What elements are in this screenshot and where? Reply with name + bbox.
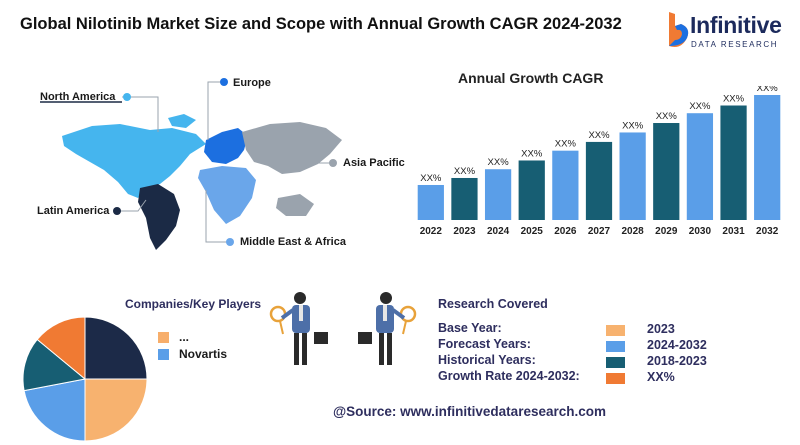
legend-swatch [158,348,169,360]
data-label-2032: XX% [757,86,779,94]
page-title: Global Nilotinib Market Size and Scope w… [20,15,622,33]
data-label-2028: XX% [622,120,644,131]
tick-label-2030: 2030 [689,226,712,237]
map-region-asia-pacific [242,122,342,174]
pie-slice-2 [23,378,86,441]
bar-2032 [754,95,781,220]
research-title: Research Covered [438,297,548,311]
data-label-2031: XX% [723,94,745,105]
legend-label: ... [179,330,190,344]
bar-2029 [653,123,680,220]
data-label-2029: XX% [656,111,678,122]
legend-label: Novartis [179,347,228,361]
tick-label-2029: 2029 [655,226,678,237]
research-value-base-year: 2023 [647,322,675,336]
companies-title: Companies/Key Players [125,297,262,311]
world-map [40,78,342,250]
pie-slice-1 [84,378,148,441]
data-label-2023: XX% [454,166,476,177]
businessman-icon [358,292,417,365]
bar-2023 [451,177,478,220]
pie-slice-3 [22,338,87,392]
data-label-2025: XX% [521,148,543,159]
bar-2022 [417,184,444,220]
logo-name: Infinitive [690,12,782,38]
research-value-forecast: 2024-2032 [647,338,707,352]
bar-2025 [518,160,545,220]
bar-2031 [720,105,747,220]
legend-swatch [158,331,169,343]
legend-item: Novartis [158,347,227,361]
companies-pie-chart [22,317,148,441]
research-label-historical: Historical Years: [438,353,536,367]
research-swatch [606,325,625,336]
tick-label-2031: 2031 [722,226,745,237]
map-region-europe [204,128,248,164]
region-label-latin-america: Latin America [37,205,110,217]
tick-label-2023: 2023 [453,226,476,237]
tick-label-2026: 2026 [554,226,577,237]
bar-2027 [585,141,613,220]
map-region-latin-america [138,184,180,250]
region-label-europe: Europe [233,77,271,89]
research-swatch [606,373,625,384]
data-label-2024: XX% [488,157,510,168]
source-link[interactable]: @Source: www.infinitivedataresearch.com [333,404,606,419]
cagr-bar-chart: XX% 2022 XX% 2023 XX% 2024 XX% 2025 XX% 2026 XX% 20… [417,86,781,237]
pie-slice-0 [84,317,148,380]
tick-label-2032: 2032 [756,226,779,237]
research-label-base-year: Base Year: [438,321,502,335]
bar-2030 [686,113,714,220]
region-label-north-america: North America [40,91,116,103]
pie-slice-4 [36,317,86,381]
region-label-mea: Middle East & Africa [240,236,346,248]
research-swatch [606,357,625,368]
tick-label-2027: 2027 [588,226,611,237]
research-label-growth: Growth Rate 2024-2032: [438,369,580,383]
research-value-historical: 2018-2023 [647,354,707,368]
data-label-2026: XX% [555,139,577,150]
data-label-2022: XX% [420,173,442,184]
research-label-forecast: Forecast Years: [438,337,531,351]
businessman-icon [269,292,328,365]
region-label-asia-pacific: Asia Pacific [343,157,405,169]
bar-2024 [484,169,512,220]
logo-icon [669,12,689,47]
research-swatch [606,341,625,352]
logo-subtitle: DATA RESEARCH [691,40,779,49]
data-label-2027: XX% [588,130,610,141]
data-label-2030: XX% [689,101,711,112]
research-value-growth: XX% [647,370,675,384]
bar-2028 [619,132,646,220]
map-region-north-america [62,124,206,198]
legend-item: ... [158,330,189,344]
tick-label-2028: 2028 [622,226,645,237]
chart-title: Annual Growth CAGR [458,70,604,86]
map-region-mea [198,166,256,224]
tick-label-2025: 2025 [521,226,544,237]
bar-2026 [552,150,579,220]
tick-label-2024: 2024 [487,226,510,237]
tick-label-2022: 2022 [420,226,443,237]
